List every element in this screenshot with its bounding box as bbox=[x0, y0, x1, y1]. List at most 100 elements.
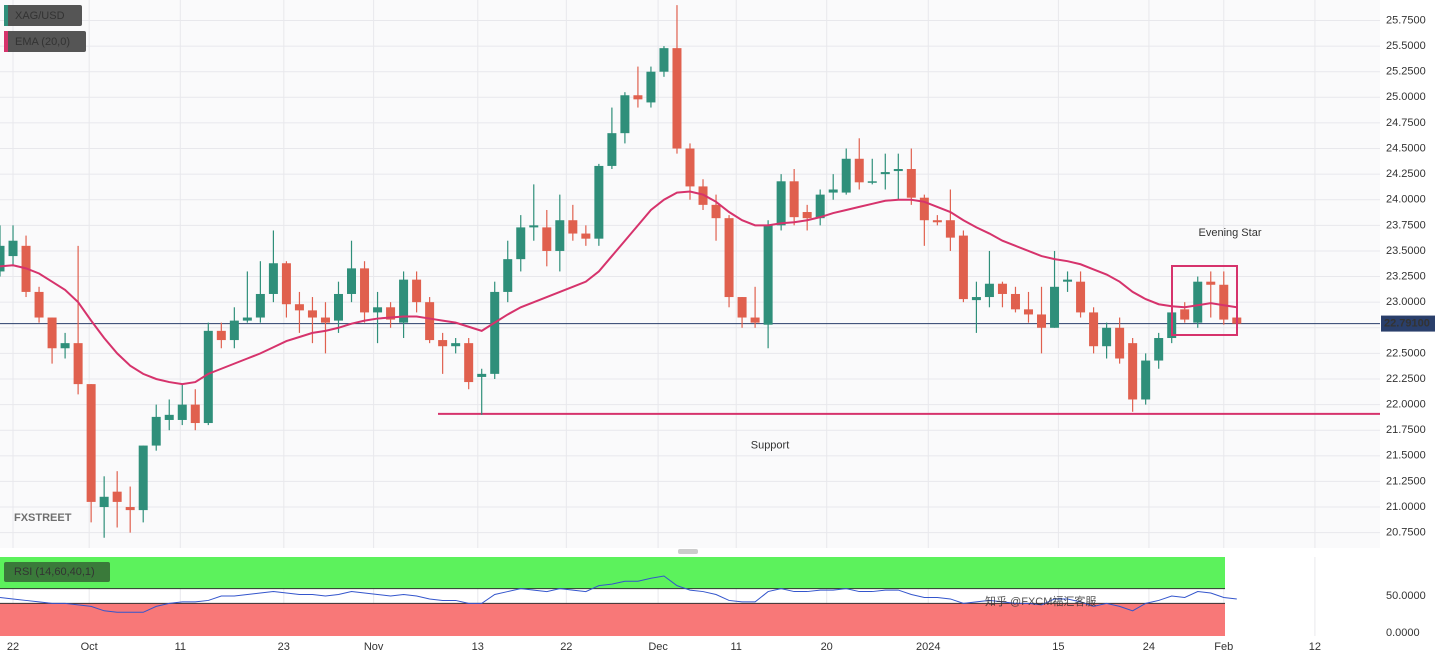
candle-body bbox=[1050, 286, 1060, 328]
y-tick-label: 24.2500 bbox=[1386, 168, 1426, 180]
candle-body bbox=[737, 297, 747, 318]
candle-body bbox=[1037, 314, 1047, 328]
candle-body bbox=[99, 496, 109, 508]
candle-body bbox=[294, 304, 304, 311]
candle-body bbox=[255, 293, 265, 318]
y-tick-label: 22.5000 bbox=[1386, 347, 1426, 359]
candle-body bbox=[672, 48, 682, 149]
y-tick-label: 23.7500 bbox=[1386, 219, 1426, 231]
candle-body bbox=[763, 225, 773, 325]
rsi-oversold-zone bbox=[0, 603, 1225, 636]
candle-body bbox=[776, 181, 786, 226]
candle-body bbox=[633, 95, 643, 100]
candle-body bbox=[373, 307, 383, 313]
candle-body bbox=[0, 245, 5, 272]
pattern-box bbox=[1171, 265, 1238, 336]
candle-body bbox=[73, 343, 83, 385]
legend-rsi: RSI (14,60,40,1) bbox=[14, 566, 95, 578]
candle-body bbox=[724, 218, 734, 298]
candle-body bbox=[320, 317, 330, 323]
x-tick-label: 22 bbox=[7, 641, 19, 653]
x-tick-label: Dec bbox=[648, 641, 668, 653]
ema-line bbox=[0, 190, 1237, 386]
candle-body bbox=[438, 340, 448, 347]
candle-body bbox=[268, 263, 278, 294]
candle-body bbox=[1180, 309, 1190, 320]
candle-body bbox=[1076, 281, 1086, 313]
watermark: FXSTREET bbox=[14, 512, 72, 524]
candle-body bbox=[203, 330, 213, 424]
y-tick-label: 21.7500 bbox=[1386, 424, 1426, 436]
x-tick-label: Feb bbox=[1214, 641, 1233, 653]
candle-body bbox=[1206, 281, 1216, 285]
x-tick-label: 23 bbox=[278, 641, 290, 653]
candle-body bbox=[867, 181, 877, 183]
y-tick-label: 24.0000 bbox=[1386, 194, 1426, 206]
y-tick-label: 23.0000 bbox=[1386, 296, 1426, 308]
candle-body bbox=[1128, 343, 1138, 400]
y-tick-label: 21.5000 bbox=[1386, 450, 1426, 462]
candle-body bbox=[1193, 281, 1203, 323]
legend-box bbox=[4, 562, 110, 582]
price-pane bbox=[0, 0, 1380, 548]
candle-body bbox=[1023, 309, 1033, 315]
y-tick-label: 24.5000 bbox=[1386, 142, 1426, 154]
legend-box bbox=[4, 5, 82, 26]
x-tick-label: 24 bbox=[1143, 641, 1155, 653]
candle-body bbox=[958, 235, 968, 300]
legend-swatch bbox=[4, 31, 8, 52]
candle-body bbox=[34, 291, 44, 318]
candle-body bbox=[1010, 293, 1020, 310]
x-tick-label: Nov bbox=[364, 641, 384, 653]
candle-body bbox=[802, 212, 812, 219]
candle-body bbox=[1219, 284, 1229, 320]
candle-body bbox=[60, 343, 70, 349]
candle-body bbox=[333, 293, 343, 321]
candle-body bbox=[815, 194, 825, 219]
rsi-tick-label: 0.0000 bbox=[1386, 627, 1420, 639]
y-tick-label: 20.7500 bbox=[1386, 527, 1426, 539]
candle-body bbox=[151, 416, 161, 446]
candle-body bbox=[828, 189, 838, 193]
y-tick-label: 22.2500 bbox=[1386, 373, 1426, 385]
candle-body bbox=[86, 384, 96, 502]
rsi-line bbox=[0, 575, 1237, 613]
x-tick-label: 13 bbox=[472, 641, 484, 653]
y-tick-label: 25.7500 bbox=[1386, 14, 1426, 26]
candle-body bbox=[568, 220, 578, 234]
candle-body bbox=[477, 373, 487, 377]
candle-body bbox=[307, 310, 317, 318]
support-label: Support bbox=[751, 440, 790, 452]
y-tick-label: 23.2500 bbox=[1386, 270, 1426, 282]
candle-body bbox=[1089, 312, 1099, 347]
watermark: 知乎 @FXCM福汇客服 bbox=[985, 594, 1096, 608]
candle-body bbox=[685, 148, 695, 187]
y-tick-label: 25.0000 bbox=[1386, 91, 1426, 103]
x-tick-label: 11 bbox=[731, 641, 742, 653]
candle-body bbox=[880, 172, 890, 175]
candle-body bbox=[347, 268, 357, 294]
rsi-tick-label: 50.0000 bbox=[1386, 590, 1426, 602]
last-price-label: 22.79100 bbox=[1384, 317, 1430, 329]
candle-body bbox=[125, 507, 135, 511]
x-tick-label: 20 bbox=[821, 641, 833, 653]
candle-body bbox=[620, 95, 630, 134]
candle-body bbox=[229, 320, 239, 341]
candle-body bbox=[464, 343, 474, 383]
candle-body bbox=[841, 158, 851, 193]
candle-body bbox=[1102, 327, 1112, 347]
candle-body bbox=[1063, 279, 1073, 282]
candle-body bbox=[177, 404, 187, 420]
candle-body bbox=[425, 302, 435, 341]
candle-body bbox=[919, 197, 929, 221]
y-tick-label: 25.2500 bbox=[1386, 66, 1426, 78]
candle-body bbox=[164, 414, 174, 420]
candle-body bbox=[399, 279, 409, 323]
candle-body bbox=[8, 240, 18, 257]
candle-body bbox=[412, 279, 422, 303]
candle-body bbox=[1141, 360, 1151, 400]
candle-body bbox=[490, 291, 500, 374]
candle-body bbox=[971, 297, 981, 301]
